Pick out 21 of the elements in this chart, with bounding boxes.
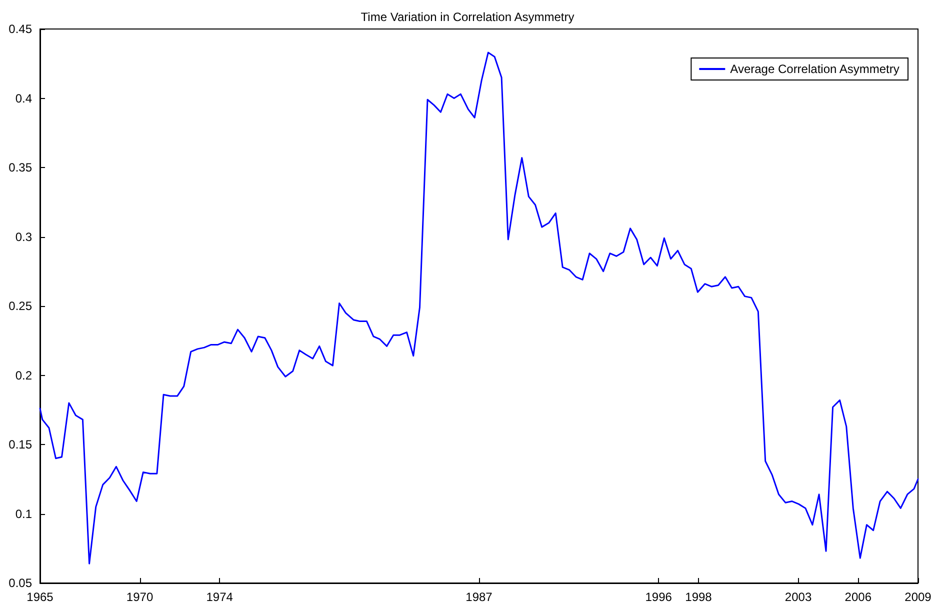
y-tick-label: 0.4	[15, 91, 32, 106]
y-tick-label: 0.45	[8, 22, 32, 36]
x-tick-label: 1987	[466, 590, 493, 604]
y-tick-label: 0.3	[15, 230, 32, 244]
y-tick-label: 0.25	[8, 299, 32, 313]
y-tick-label: 0.05	[8, 576, 32, 590]
y-tick-label: 0.1	[15, 506, 32, 521]
x-tick-label: 2006	[844, 590, 872, 604]
line-series	[39, 52, 919, 564]
y-tick-label: 0.2	[15, 368, 32, 382]
x-tick-label: 1974	[206, 590, 234, 604]
legend-label: Average Correlation Asymmetry	[730, 62, 900, 76]
y-tick-label: 0.35	[8, 160, 32, 174]
x-tick-label: 1996	[645, 590, 672, 604]
x-tick-label: 2003	[784, 590, 812, 604]
x-tick-label: 2009	[904, 590, 932, 604]
y-tick-label: 0.15	[8, 438, 32, 452]
x-tick-label: 1965	[26, 590, 54, 604]
chart-title: Time Variation in Correlation Asymmetry	[360, 10, 574, 24]
x-tick-label: 1998	[685, 590, 712, 604]
x-tick-label: 1970	[126, 590, 154, 604]
